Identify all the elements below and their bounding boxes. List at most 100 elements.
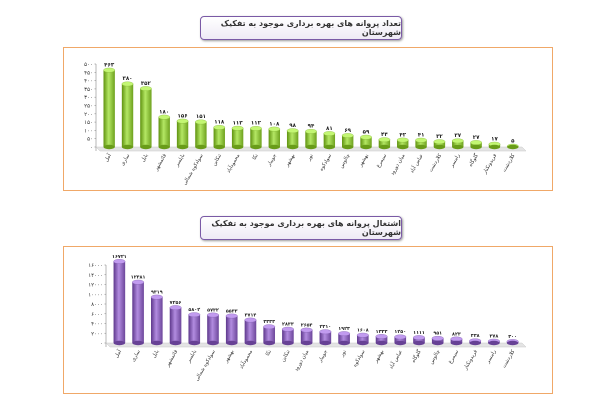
bar-body — [188, 314, 201, 343]
y-tick-label: ۳۰۰ — [84, 95, 93, 101]
value-label: ۴۴ — [381, 132, 388, 138]
bar — [319, 329, 332, 346]
bar-body — [338, 333, 350, 343]
value-label: ۹۸ — [289, 123, 296, 129]
value-label: ۲۷ — [473, 135, 480, 141]
value-label: ۱۲۵۰ — [394, 329, 406, 335]
bar-bottom — [433, 144, 446, 150]
bar-bottom — [121, 144, 134, 150]
value-label: ۱۶۰۸ — [357, 327, 369, 333]
bar-body — [397, 140, 409, 147]
value-label: ۵۷۴۲ — [207, 307, 219, 313]
category-label: چالوس — [429, 349, 442, 365]
y-tick-label: ۱۶۰۰۰ — [88, 263, 103, 269]
bar-body — [169, 307, 182, 343]
bar — [305, 129, 317, 150]
bar — [323, 131, 336, 150]
y-tick-label: ۸۰۰۰ — [91, 302, 103, 308]
bar-bottom — [300, 340, 313, 346]
y-tick-label: ۰ — [100, 341, 103, 347]
bar-bottom — [244, 340, 257, 346]
y-tick-label: ۴۰۰ — [84, 79, 93, 85]
bar-body — [250, 128, 262, 147]
category-label: بهشهر — [357, 153, 370, 169]
bar — [158, 114, 171, 150]
value-label: ۱۵۶ — [178, 113, 188, 119]
bar-body — [263, 326, 275, 343]
value-label: ۹۴۱۹ — [151, 289, 163, 295]
value-label: ۴۱ — [418, 132, 425, 138]
category-label: کلاردشت — [501, 153, 516, 174]
bar-top — [281, 326, 294, 332]
bar — [378, 137, 391, 150]
bar — [286, 128, 299, 150]
category-label: ساری — [120, 153, 131, 167]
bar-top — [169, 305, 182, 310]
y-tick-label: ۲۰۰ — [84, 112, 93, 118]
bar — [431, 336, 444, 346]
value-label: ۱۰۸ — [269, 121, 280, 127]
bar-body — [286, 130, 299, 147]
category-label: چالوس — [339, 153, 352, 169]
value-label: ۴۳۸ — [471, 333, 480, 339]
bar-body — [140, 88, 152, 147]
bar — [433, 139, 446, 150]
bar-body — [132, 282, 144, 343]
category-label: محمودآباد — [238, 348, 255, 370]
bar-body — [225, 315, 238, 343]
bar — [300, 327, 313, 346]
bar-bottom — [305, 144, 317, 150]
bar-bottom — [378, 144, 391, 150]
bar-bottom — [250, 144, 262, 150]
value-label: ۳۵۲ — [141, 81, 152, 87]
y-tick-label: ۶۰۰۰ — [91, 312, 103, 318]
bar-body — [268, 129, 280, 147]
bar-top — [207, 312, 219, 318]
bar-top — [450, 336, 463, 342]
value-label: ۴۷۱۴ — [245, 312, 257, 318]
bar — [225, 313, 238, 346]
bar — [150, 294, 163, 346]
category-label: جویبار — [317, 349, 329, 364]
bar-top — [231, 125, 244, 131]
value-label: ۹۴ — [308, 124, 315, 130]
bar-top — [413, 335, 425, 340]
bar-top — [113, 259, 126, 264]
bar-body — [213, 127, 225, 147]
bar — [338, 331, 351, 346]
bar-top — [305, 129, 317, 134]
y-tick-label: ۱۲۰۰۰ — [88, 283, 103, 289]
bar — [375, 334, 388, 346]
bar-top — [225, 313, 238, 319]
chart-2-title: اشتغال پروانه های بهره برداری موجود به ت… — [200, 216, 402, 240]
bar — [113, 259, 126, 346]
y-tick-label: ۴۰۰۰ — [91, 322, 103, 328]
category-label: تنکابن — [211, 153, 223, 168]
bar-body — [103, 70, 115, 147]
value-label: ۴۶۳ — [104, 62, 115, 68]
bar — [263, 324, 276, 346]
bar-top — [132, 279, 145, 285]
bar-bottom — [231, 144, 244, 150]
category-label: بهشهر — [223, 349, 236, 365]
category-label: بابل — [140, 153, 149, 163]
value-label: ۱۷ — [491, 136, 498, 142]
bar-bottom — [431, 340, 444, 346]
bar-body — [360, 137, 372, 147]
bar-top — [415, 137, 427, 143]
category-label: سوادکوه شمالی — [182, 153, 205, 186]
bar-body — [282, 329, 294, 343]
bar-bottom — [470, 144, 482, 150]
bar — [396, 137, 409, 150]
bar-top — [319, 329, 332, 335]
bar-body — [176, 121, 189, 147]
bar-top — [188, 312, 201, 318]
bar-top — [103, 67, 116, 73]
bar-top — [431, 336, 444, 341]
bar-top — [470, 140, 482, 145]
value-label: ۱۳۳۳ — [376, 329, 388, 335]
bar-top — [451, 138, 464, 144]
bar-body — [323, 133, 336, 147]
value-label: ۱۲۴۸۱ — [131, 274, 146, 280]
bar-body — [195, 121, 207, 147]
